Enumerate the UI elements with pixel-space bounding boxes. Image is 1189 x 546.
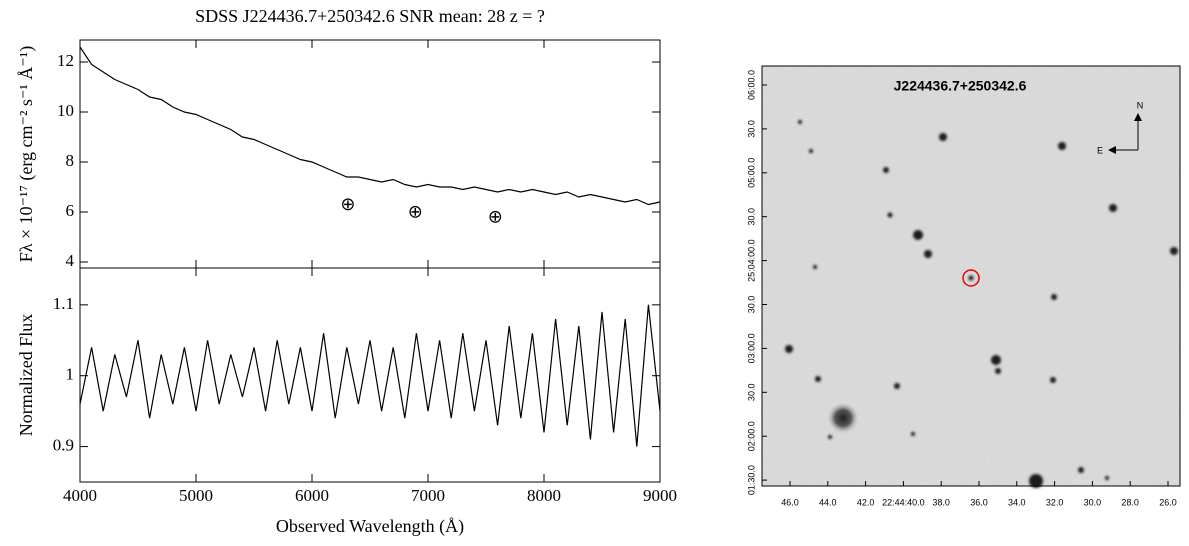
x-axis-label: Observed Wavelength (Å): [276, 516, 464, 537]
stars: [785, 120, 1178, 488]
east-arrowhead: [1108, 146, 1116, 154]
image-y-tick-label: 30.0: [746, 208, 756, 226]
x-tick-label: 4000: [63, 486, 97, 505]
image-y-tick-label: 03:00.0: [746, 333, 756, 363]
image-y-tick-label: 02:00.0: [746, 421, 756, 451]
image-x-tick-label: 30.0: [1084, 497, 1102, 507]
plot-frame: [79, 39, 661, 269]
spectrum-line: [79, 304, 661, 447]
image-title: J224436.7+250342.6: [894, 78, 1027, 94]
y-axis-label: Normalized Flux: [16, 314, 36, 436]
image-x-tick-label: 42.0: [857, 497, 875, 507]
panel: 4 6 8 10 12 SDSS J224436.7+250342.6 SNR mean:…: [16, 6, 661, 270]
image-y-tick-label: 05:00.0: [746, 158, 756, 188]
image-x-tick-label: 22:44:40.0: [882, 497, 925, 507]
y-tick-label: 0.9: [53, 435, 74, 454]
bright-star: [827, 402, 859, 434]
image-x-tick-label: 28.0: [1121, 497, 1139, 507]
chart-title: SDSS J224436.7+250342.6 SNR mean: 28 z =…: [195, 6, 545, 26]
y-tick-label: 12: [57, 51, 74, 70]
image-x-tick-label: 32.0: [1046, 497, 1064, 507]
image-y-tick-label: 30.0: [746, 120, 756, 138]
image-x-tick-label: 26.0: [1159, 497, 1177, 507]
y-tick-label: 1.1: [53, 294, 74, 313]
plot-frame: [79, 267, 661, 483]
image-frame: [761, 65, 1181, 487]
telluric-marker: ⊕: [408, 201, 423, 221]
telluric-marker: ⊕: [340, 194, 355, 214]
image-y-tick-label: 25:04:00.0: [746, 239, 756, 282]
panel: 4000 5000 6000 7000 8000 9000 0.9 1 1.1 Normalize…: [16, 267, 677, 537]
image-y-tick-label: 06:00.0: [746, 70, 756, 100]
y-tick-label: 4: [66, 251, 75, 270]
x-tick-label: 6000: [295, 486, 329, 505]
north-arrowhead: [1134, 113, 1142, 121]
x-tick-label: 7000: [411, 486, 445, 505]
image-x-tick-label: 34.0: [1008, 497, 1026, 507]
target-marker: [962, 269, 980, 287]
y-tick-label: 10: [57, 101, 74, 120]
y-tick-label: 6: [66, 201, 75, 220]
finding-chart: J224436.7+250342.6 N E 46.0 44.0 42.0 22:44…: [746, 65, 1181, 507]
image-y-tick-label: 30.0: [746, 384, 756, 402]
image-x-tick-label: 46.0: [781, 497, 799, 507]
image-x-tick-label: 36.0: [970, 497, 988, 507]
y-tick-label: 8: [66, 151, 75, 170]
image-y-tick-label: 30.0: [746, 296, 756, 314]
image-y-tick-label: 01:30.0: [746, 465, 756, 495]
spectrum-line: [79, 46, 661, 206]
east-label: E: [1097, 145, 1103, 155]
y-axis-label: Fλ × 10⁻¹⁷ (erg cm⁻² s⁻¹ Å⁻¹): [16, 46, 37, 262]
y-tick-label: 1: [66, 365, 75, 384]
image-x-tick-label: 44.0: [819, 497, 837, 507]
telluric-marker: ⊕: [488, 206, 503, 226]
x-tick-label: 9000: [643, 486, 677, 505]
spectrum-panels: 4 6 8 10 12 SDSS J224436.7+250342.6 SNR mean:…: [16, 6, 677, 537]
x-tick-label: 5000: [179, 486, 213, 505]
north-label: N: [1137, 100, 1144, 110]
image-x-tick-label: 38.0: [932, 497, 950, 507]
x-tick-label: 8000: [527, 486, 561, 505]
